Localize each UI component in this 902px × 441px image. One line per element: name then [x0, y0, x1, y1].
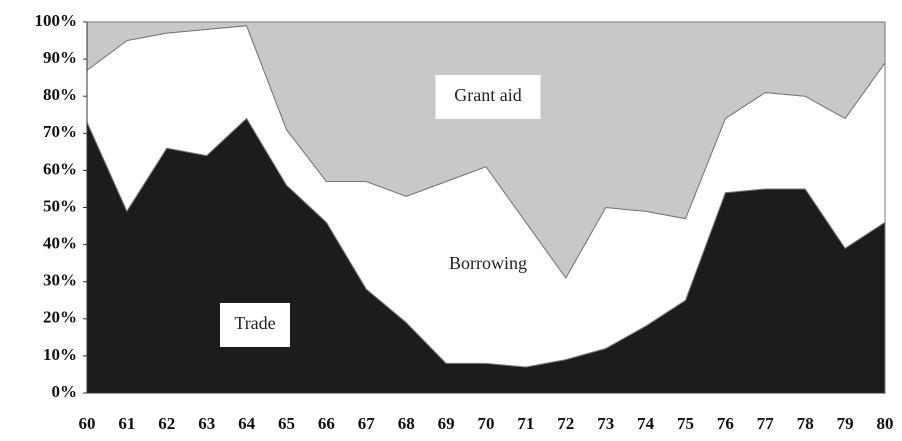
- y-tick-label: 30%: [43, 271, 77, 290]
- y-tick-label: 20%: [43, 308, 77, 327]
- x-tick-label: 62: [158, 414, 175, 433]
- x-tick-label: 68: [398, 414, 415, 433]
- x-tick-label: 60: [79, 414, 96, 433]
- x-tick-label: 64: [238, 414, 256, 433]
- x-tick-label: 63: [198, 414, 215, 433]
- x-tick-label: 65: [278, 414, 295, 433]
- series-label: Grant aid: [454, 85, 521, 105]
- area: [86, 21, 886, 279]
- x-tick-label: 78: [797, 414, 814, 433]
- y-tick-label: 10%: [43, 345, 77, 364]
- y-tick-label: 80%: [43, 85, 77, 104]
- x-tick-label: 73: [597, 414, 614, 433]
- series-label: Trade: [234, 313, 275, 333]
- y-tick-label: 90%: [43, 48, 77, 67]
- x-tick-label: 77: [757, 414, 775, 433]
- y-tick-label: 100%: [35, 11, 78, 30]
- x-tick-label: 71: [517, 414, 534, 433]
- label-box: [435, 75, 541, 119]
- y-tick-label: 40%: [43, 234, 77, 253]
- y-tick-label: 60%: [43, 159, 77, 178]
- x-tick-label: 66: [318, 414, 335, 433]
- x-tick-label: 70: [478, 414, 495, 433]
- x-tick-label: 69: [438, 414, 455, 433]
- y-tick-label: 70%: [43, 122, 77, 141]
- x-tick-label: 74: [637, 414, 655, 433]
- label-box: [220, 303, 290, 347]
- x-tick-label: 76: [717, 414, 734, 433]
- x-tick-label: 75: [677, 414, 694, 433]
- y-tick-label: 0%: [52, 382, 78, 401]
- y-tick-label: 50%: [43, 196, 77, 215]
- x-tick-label: 72: [557, 414, 574, 433]
- x-tick-label: 67: [358, 414, 376, 433]
- series-label: Borrowing: [449, 253, 527, 273]
- x-tick-label: 61: [118, 414, 135, 433]
- x-tick-label: 79: [837, 414, 854, 433]
- x-tick-label: 80: [877, 414, 894, 433]
